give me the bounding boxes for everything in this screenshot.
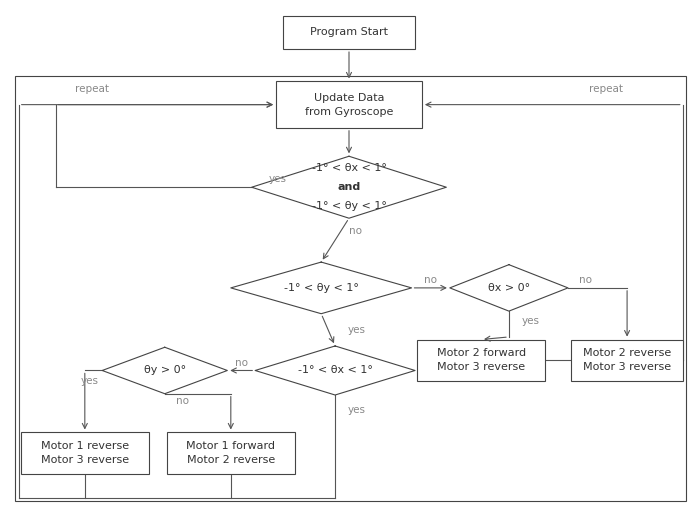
Polygon shape [102,347,228,394]
Text: Program Start: Program Start [310,28,388,37]
Text: no: no [424,275,437,285]
Polygon shape [450,265,568,311]
Bar [15,76,686,501]
Text: -1° < θy < 1°: -1° < θy < 1° [284,283,359,293]
Polygon shape [231,262,412,313]
Bar [417,339,545,381]
Text: Motor 1 forward
Motor 2 reverse: Motor 1 forward Motor 2 reverse [186,441,275,465]
Text: repeat: repeat [589,84,623,94]
Bar [20,432,149,474]
Bar [276,81,422,128]
Text: no: no [235,358,248,368]
Bar [167,432,295,474]
Polygon shape [252,156,446,218]
Polygon shape [255,346,415,395]
Bar [283,16,415,49]
Text: no: no [350,226,362,236]
Text: -1° < θx < 1°: -1° < θx < 1° [297,365,373,375]
Text: yes: yes [81,376,98,386]
Text: Motor 2 reverse
Motor 3 reverse: Motor 2 reverse Motor 3 reverse [583,348,671,372]
Text: θy > 0°: θy > 0° [144,365,186,375]
Text: yes: yes [348,325,366,335]
Text: Update Data
from Gyroscope: Update Data from Gyroscope [305,92,393,117]
Text: no: no [176,397,188,406]
Text: yes: yes [348,405,366,416]
Text: yes: yes [521,317,540,326]
Text: and: and [337,182,361,192]
Text: θx > 0°: θx > 0° [488,283,530,293]
Text: yes: yes [269,174,287,184]
Text: Motor 2 forward
Motor 3 reverse: Motor 2 forward Motor 3 reverse [436,348,526,372]
Text: -1° < θx < 1°: -1° < θx < 1° [311,163,387,173]
Text: -1° < θy < 1°: -1° < θy < 1° [311,201,387,211]
Text: Motor 1 reverse
Motor 3 reverse: Motor 1 reverse Motor 3 reverse [40,441,129,465]
Bar [572,339,683,381]
Text: no: no [579,275,592,285]
Text: repeat: repeat [75,84,109,94]
